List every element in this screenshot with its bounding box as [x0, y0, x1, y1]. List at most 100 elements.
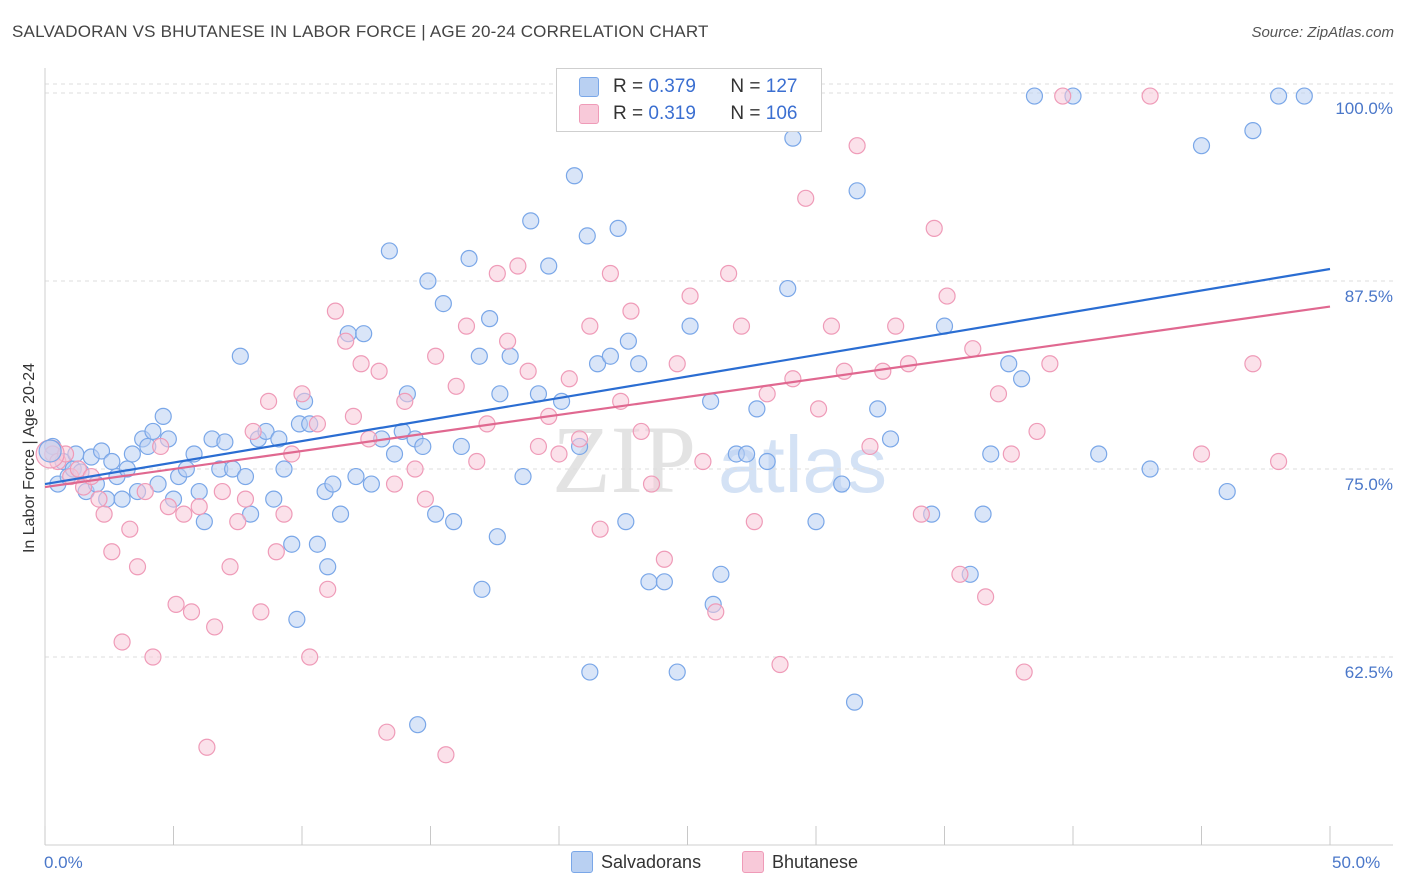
- n-value: 106: [765, 103, 798, 124]
- salvadorans-point: [113, 490, 131, 508]
- salvadorans-point: [488, 528, 506, 546]
- bhutanese-point: [457, 317, 476, 335]
- bhutanese-point: [69, 460, 88, 478]
- salvadorans-swatch: [579, 77, 599, 97]
- bhutanese-point: [581, 317, 599, 335]
- bhutanese-point: [352, 355, 370, 373]
- bhutanese-point: [326, 302, 345, 320]
- salvadorans-point: [445, 513, 463, 531]
- salvadorans-point: [581, 663, 599, 681]
- salvadorans-point: [668, 663, 686, 681]
- bhutanese-point: [344, 407, 362, 425]
- bhutanese-point: [396, 392, 414, 410]
- trend-line-bhutanese: [44, 305, 1331, 489]
- bhutanese-point: [113, 633, 131, 651]
- salvadorans-point: [242, 505, 260, 523]
- salvadorans-point: [1090, 445, 1108, 463]
- bhutanese-point: [1054, 87, 1072, 105]
- salvadorans-point: [491, 385, 509, 403]
- bhutanese-point: [707, 603, 725, 621]
- bhutanese-point: [519, 362, 537, 380]
- legend-item-bhutanese[interactable]: Bhutanese: [742, 851, 858, 873]
- r-value: 0.379: [648, 76, 696, 97]
- salvadorans-point: [154, 407, 172, 425]
- bhutanese-point: [655, 550, 673, 568]
- salvadorans-point: [609, 219, 627, 237]
- bhutanese-point: [206, 618, 224, 636]
- salvadorans-point: [460, 249, 478, 268]
- bhutanese-point: [128, 558, 147, 576]
- salvadorans-point: [236, 467, 255, 486]
- salvadorans-point: [848, 182, 866, 200]
- legend-item-salvadorans[interactable]: Salvadorans: [571, 851, 701, 873]
- salvadorans-point: [1012, 370, 1031, 388]
- n-label: N =: [730, 76, 761, 97]
- bhutanese-point: [1002, 445, 1020, 463]
- watermark-zip: ZIP: [552, 406, 696, 513]
- salvadorans-point: [481, 310, 499, 328]
- bhutanese-point: [732, 317, 751, 335]
- y-tick-label: 100.0%: [1335, 99, 1393, 119]
- bhutanese-point: [95, 505, 113, 523]
- x-tick-label-min: 0.0%: [44, 853, 83, 872]
- salvadorans-point: [578, 227, 596, 245]
- salvadorans-point: [869, 400, 887, 418]
- salvadorans-point: [414, 437, 432, 456]
- bhutanese-point: [1269, 452, 1288, 471]
- chart-title: SALVADORAN VS BHUTANESE IN LABOR FORCE |…: [12, 22, 709, 41]
- salvadorans-point: [452, 437, 470, 456]
- salvadorans-point: [92, 442, 111, 460]
- data-points: [35, 87, 1313, 764]
- trend-line-salvadorans: [44, 267, 1331, 486]
- salvadorans-point: [331, 505, 350, 523]
- r-label: R =: [613, 76, 644, 97]
- bhutanese-point: [977, 588, 995, 606]
- salvadorans-point: [362, 475, 380, 493]
- bhutanese-point: [447, 377, 465, 395]
- bhutanese-point: [951, 565, 969, 583]
- salvadorans-point: [833, 475, 851, 493]
- bhutanese-point: [938, 287, 956, 305]
- bhutanese-point: [560, 370, 578, 388]
- salvadorans-point: [275, 460, 293, 478]
- salvadorans-point: [640, 573, 658, 591]
- salvadorans-point: [216, 433, 234, 451]
- bhutanese-point: [229, 513, 247, 531]
- bhutanese-point: [591, 520, 609, 538]
- salvadorans-point: [807, 513, 825, 531]
- salvadorans-point: [738, 445, 756, 463]
- bhutanese-point: [267, 543, 285, 561]
- salvadorans-point: [1000, 355, 1018, 373]
- bhutanese-point: [1244, 355, 1262, 373]
- salvadorans-point: [655, 573, 673, 591]
- salvadorans-point: [385, 445, 404, 463]
- salvadorans-point: [38, 439, 62, 463]
- salvadorans-point: [881, 430, 900, 448]
- bhutanese-point: [848, 137, 866, 155]
- bhutanese-point: [175, 505, 193, 523]
- salvadorans-point: [501, 347, 519, 365]
- salvadorans-point: [288, 610, 306, 629]
- salvadorans-point: [308, 535, 327, 553]
- salvadorans-point: [1295, 87, 1313, 105]
- bhutanese-point: [601, 264, 620, 283]
- salvadorans-point: [514, 467, 532, 486]
- bhutanese-point: [887, 317, 905, 335]
- bhutanese-point: [529, 437, 548, 456]
- bhutanese-point: [570, 430, 589, 448]
- trend-lines: [44, 267, 1331, 489]
- salvadorans-point: [784, 129, 802, 147]
- salvadorans-point: [565, 167, 584, 185]
- bhutanese-point: [989, 385, 1008, 403]
- bhutanese-point: [797, 189, 815, 207]
- stats-row-salvadorans: R = 0.379 N = 127: [579, 75, 797, 99]
- salvadorans-point: [355, 325, 373, 343]
- bhutanese-point: [370, 362, 388, 380]
- stats-row-bhutanese: R = 0.319 N = 106: [579, 102, 797, 126]
- salvadorans-point: [601, 347, 620, 365]
- bhutanese-point: [190, 498, 208, 516]
- bhutanese-point: [259, 392, 278, 410]
- bhutanese-point: [1141, 87, 1159, 105]
- salvadorans-point: [1141, 460, 1159, 478]
- bhutanese-point: [378, 723, 396, 741]
